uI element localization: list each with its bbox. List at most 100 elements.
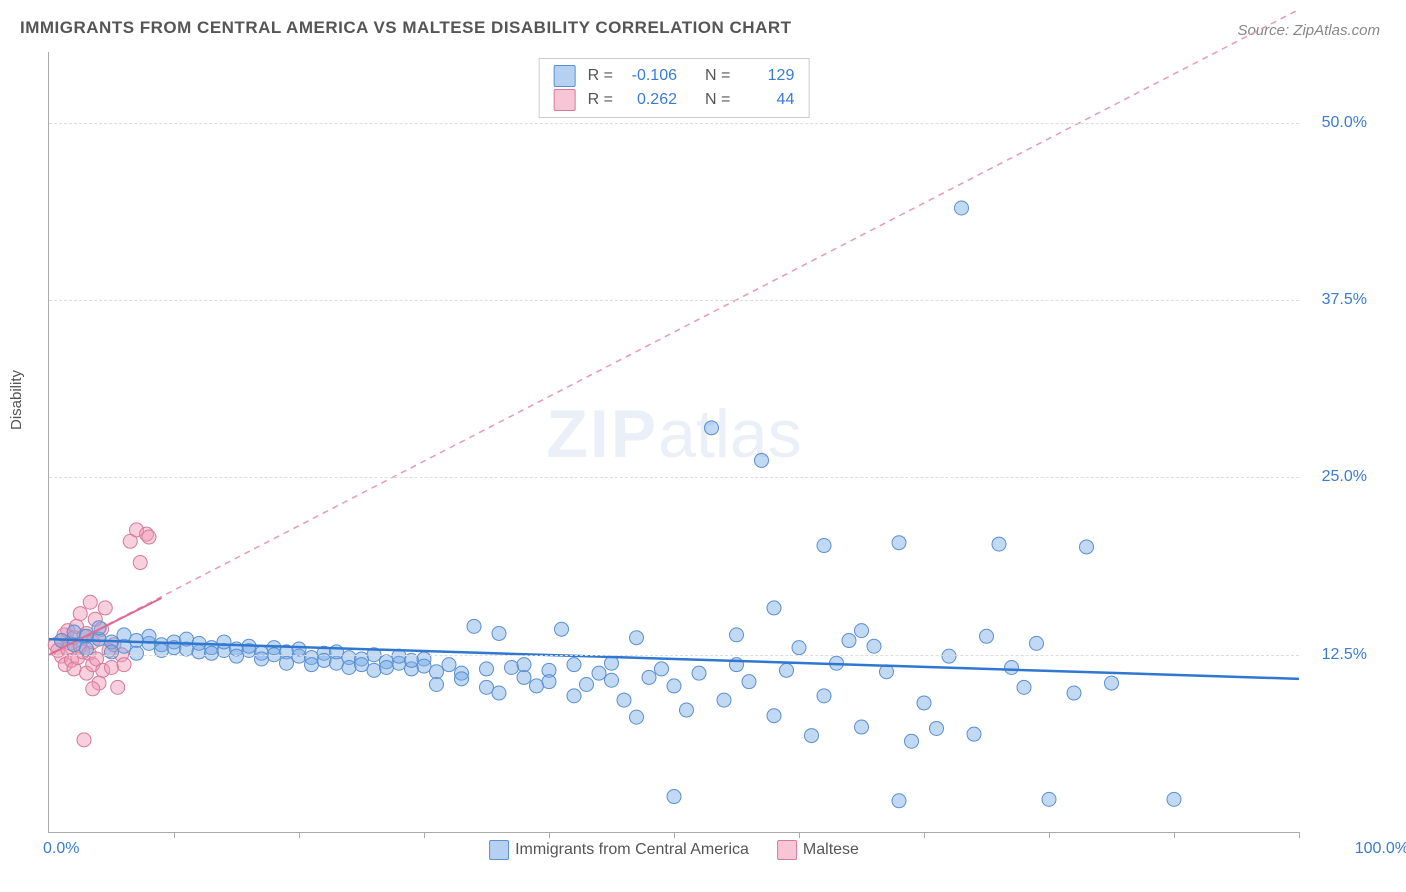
stats-row: R = 0.262 N = 44 — [554, 88, 795, 112]
stats-n-label: N = — [705, 64, 730, 88]
data-point — [480, 662, 494, 676]
ytick-label: 12.5% — [1322, 646, 1367, 664]
data-point — [655, 662, 669, 676]
data-point — [517, 670, 531, 684]
stats-r-value: -0.106 — [621, 64, 677, 88]
stats-r-value: 0.262 — [621, 88, 677, 112]
legend-item: Maltese — [777, 840, 859, 860]
data-point — [792, 641, 806, 655]
xtick — [1174, 832, 1175, 838]
stats-r-label: R = — [588, 64, 613, 88]
xtick — [674, 832, 675, 838]
data-point — [617, 693, 631, 707]
gridline — [49, 300, 1299, 301]
data-point — [380, 660, 394, 674]
data-point — [1167, 792, 1181, 806]
legend-item: Immigrants from Central America — [489, 840, 749, 860]
data-point — [605, 673, 619, 687]
stats-row: R = -0.106 N = 129 — [554, 64, 795, 88]
data-point — [717, 693, 731, 707]
xtick — [1049, 832, 1050, 838]
data-point — [517, 658, 531, 672]
data-point — [780, 663, 794, 677]
data-point — [86, 682, 100, 696]
data-point — [767, 601, 781, 615]
xtick — [1299, 832, 1300, 838]
data-point — [842, 634, 856, 648]
legend-swatch-icon — [554, 89, 576, 111]
xtick — [299, 832, 300, 838]
data-point — [955, 201, 969, 215]
data-point — [117, 628, 131, 642]
xtick — [424, 832, 425, 838]
data-point — [117, 658, 131, 672]
data-point — [705, 421, 719, 435]
data-point — [555, 622, 569, 636]
data-point — [755, 453, 769, 467]
data-point — [930, 721, 944, 735]
legend-swatch-icon — [554, 65, 576, 87]
data-point — [77, 733, 91, 747]
data-point — [467, 619, 481, 633]
data-point — [817, 539, 831, 553]
data-point — [442, 658, 456, 672]
data-point — [530, 679, 544, 693]
ytick-label: 50.0% — [1322, 114, 1367, 132]
stats-box: R = -0.106 N = 129 R = 0.262 N = 44 — [539, 58, 810, 118]
xtick — [174, 832, 175, 838]
data-point — [567, 689, 581, 703]
stats-n-value: 129 — [738, 64, 794, 88]
data-point — [98, 601, 112, 615]
data-point — [1067, 686, 1081, 700]
stats-r-label: R = — [588, 88, 613, 112]
x-right-label: 100.0% — [1355, 840, 1406, 858]
data-point — [417, 659, 431, 673]
data-point — [130, 646, 144, 660]
data-point — [430, 665, 444, 679]
data-point — [942, 649, 956, 663]
data-point — [142, 530, 156, 544]
data-point — [455, 672, 469, 686]
data-point — [1017, 680, 1031, 694]
data-point — [567, 658, 581, 672]
ytick-label: 25.0% — [1322, 468, 1367, 486]
data-point — [1005, 660, 1019, 674]
data-point — [580, 678, 594, 692]
data-point — [742, 675, 756, 689]
data-point — [992, 537, 1006, 551]
stats-n-label: N = — [705, 88, 730, 112]
gridline — [49, 123, 1299, 124]
data-point — [667, 679, 681, 693]
legend-label: Immigrants from Central America — [515, 841, 749, 858]
data-point — [630, 710, 644, 724]
data-point — [1030, 636, 1044, 650]
data-point — [111, 680, 125, 694]
data-point — [1042, 792, 1056, 806]
xtick — [924, 832, 925, 838]
xtick — [799, 832, 800, 838]
data-point — [280, 656, 294, 670]
data-point — [667, 790, 681, 804]
stats-n-value: 44 — [738, 88, 794, 112]
ytick-label: 37.5% — [1322, 291, 1367, 309]
data-point — [305, 658, 319, 672]
data-point — [1080, 540, 1094, 554]
data-point — [83, 595, 97, 609]
data-point — [73, 607, 87, 621]
data-point — [217, 635, 231, 649]
data-point — [105, 660, 119, 674]
legend-label: Maltese — [803, 841, 859, 858]
xtick — [549, 832, 550, 838]
data-point — [105, 645, 119, 659]
data-point — [492, 626, 506, 640]
data-point — [805, 729, 819, 743]
data-point — [980, 629, 994, 643]
legend-swatch-icon — [489, 840, 509, 860]
data-point — [967, 727, 981, 741]
chart-title: IMMIGRANTS FROM CENTRAL AMERICA VS MALTE… — [20, 18, 792, 38]
data-point — [430, 678, 444, 692]
source-label: Source: ZipAtlas.com — [1237, 22, 1380, 39]
data-point — [230, 649, 244, 663]
data-point — [917, 696, 931, 710]
data-point — [355, 658, 369, 672]
